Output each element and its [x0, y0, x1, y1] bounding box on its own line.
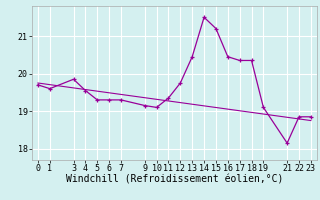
X-axis label: Windchill (Refroidissement éolien,°C): Windchill (Refroidissement éolien,°C) [66, 175, 283, 185]
